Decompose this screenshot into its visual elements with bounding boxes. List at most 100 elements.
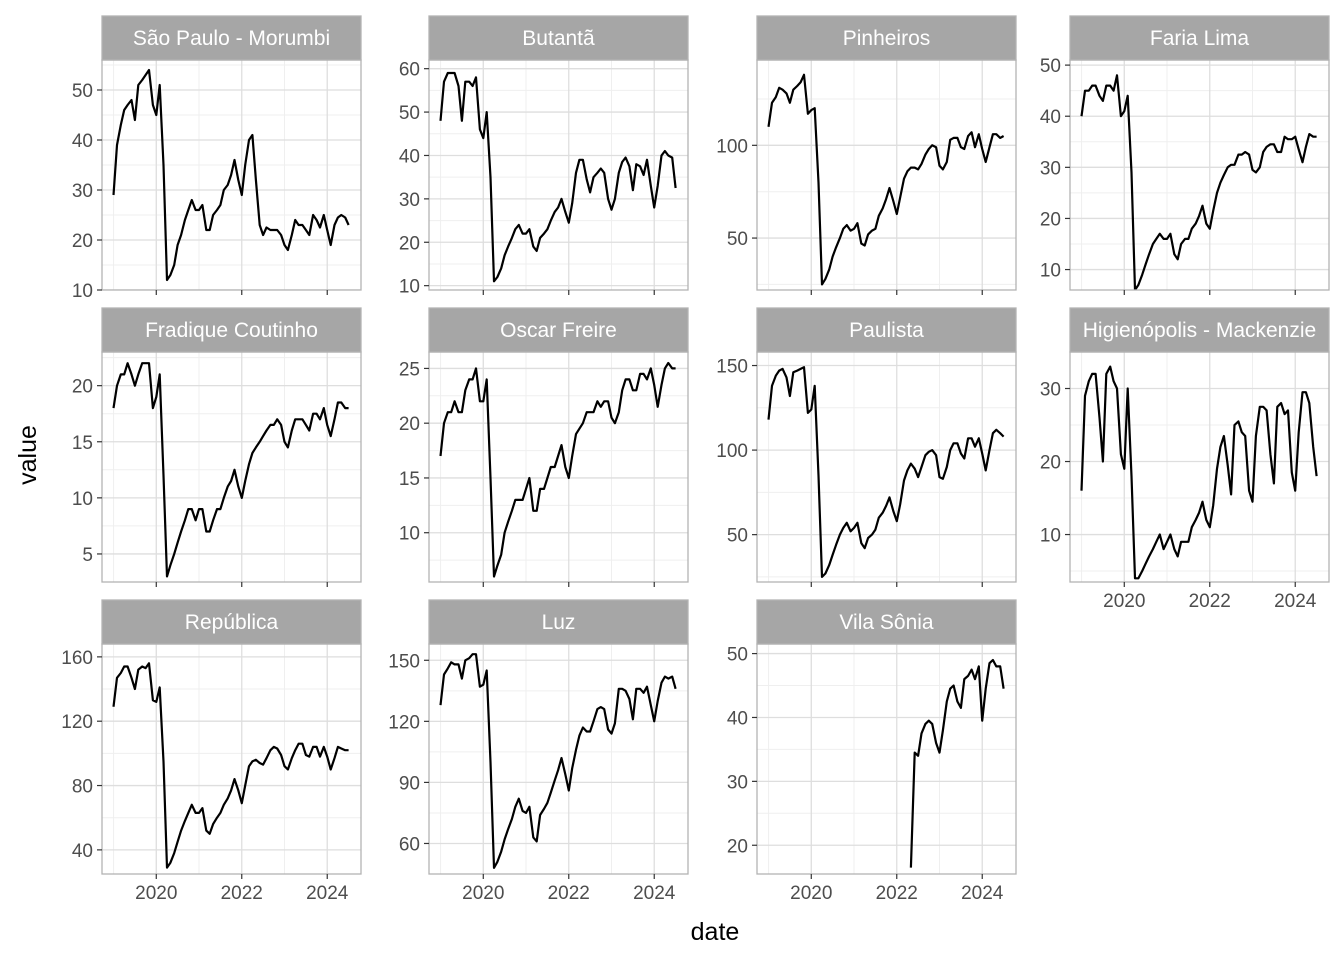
facet-strip: [428, 307, 689, 353]
y-tick-label: 50: [72, 81, 93, 102]
y-tick-label: 120: [388, 712, 420, 733]
y-tick-label: 10: [1040, 261, 1061, 282]
facet-strip: [428, 15, 689, 61]
facet-strip-label: Vila Sônia: [839, 611, 934, 634]
series-line-luz: [439, 653, 677, 870]
y-tick-label: 50: [727, 229, 748, 250]
gridlines: [757, 352, 1016, 582]
panel-higienopolis-mackenzie: Higienópolis - Mackenzie 10 20 30 2020 2022 20…: [1040, 307, 1330, 612]
y-tick-label: 60: [399, 834, 420, 855]
x-tick-label: 2022: [876, 883, 918, 904]
facet-strip-label: São Paulo - Morumbi: [133, 27, 330, 50]
y-tick-label: 30: [399, 190, 420, 211]
facet-strip: [101, 307, 362, 353]
series-line-sao-paulo-morumbi: [112, 68, 350, 282]
y-tick-label: 30: [1040, 380, 1061, 401]
series-line-pinheiros: [767, 73, 1005, 286]
panel-butanta: Butantã 10 20 30 40 50 60: [399, 15, 689, 298]
y-tick-label: 20: [399, 233, 420, 254]
gridlines: [757, 60, 1016, 290]
x-tick-label: 2024: [633, 883, 676, 904]
panel-sao-paulo-morumbi: São Paulo - Morumbi 10 20 30 40 50: [72, 15, 362, 302]
y-tick-label: 50: [727, 645, 748, 666]
panel-background: [757, 352, 1016, 582]
y-tick-label: 50: [399, 103, 420, 124]
facet-strip: [756, 599, 1017, 645]
x-tick-label: 2020: [1103, 591, 1145, 612]
gridlines: [429, 352, 688, 582]
panel-paulista: Paulista 50 100 150: [716, 307, 1017, 587]
panel-vila-sonia: Vila Sônia 20 30 40 50 2020 2022 2024: [727, 599, 1017, 904]
facet-strip-label: Paulista: [849, 319, 924, 342]
y-tick-label: 30: [727, 772, 748, 793]
y-tick-label: 40: [727, 708, 748, 729]
facet-strip: [101, 15, 362, 61]
y-tick-label: 20: [72, 231, 93, 252]
y-tick-label: 100: [716, 441, 748, 462]
y-tick-label: 10: [72, 281, 93, 302]
y-tick-label: 50: [1040, 56, 1061, 77]
series-line-higienopolis-mackenzie: [1080, 365, 1318, 580]
y-tick-label: 20: [1040, 209, 1061, 230]
y-tick-label: 30: [72, 181, 93, 202]
facet-strip: [756, 307, 1017, 353]
y-tick-label: 15: [72, 433, 93, 454]
gridlines: [429, 60, 688, 290]
x-tick-label: 2020: [790, 883, 832, 904]
facet-strip-label: Higienópolis - Mackenzie: [1083, 319, 1316, 342]
y-tick-label: 30: [1040, 158, 1061, 179]
panel-pinheiros: Pinheiros 50 100: [716, 15, 1017, 295]
x-axis-title: date: [691, 918, 740, 946]
panel-background: [429, 352, 688, 582]
facet-strip-label: Fradique Coutinho: [145, 319, 318, 342]
panels-layer: São Paulo - Morumbi 10 20 30 40 50 Butantã 10 20…: [61, 15, 1330, 904]
facet-strip: [1069, 15, 1330, 61]
y-tick-label: 10: [1040, 526, 1061, 547]
y-tick-label: 40: [399, 146, 420, 167]
y-tick-label: 50: [727, 526, 748, 547]
panel-republica: República 40 80 120 160 2020 2022 2024: [61, 599, 362, 904]
panel-background: [102, 644, 361, 874]
y-tick-label: 120: [61, 712, 93, 733]
y-tick-label: 5: [82, 545, 93, 566]
x-tick-label: 2022: [1189, 591, 1231, 612]
series-line-republica: [112, 662, 349, 869]
series-line-paulista: [767, 366, 1005, 579]
y-tick-label: 20: [399, 414, 420, 435]
y-tick-label: 20: [72, 377, 93, 398]
y-tick-label: 60: [399, 60, 420, 81]
gridlines: [102, 352, 361, 582]
facet-strip: [1069, 307, 1330, 353]
y-tick-label: 20: [1040, 453, 1061, 474]
x-tick-label: 2022: [221, 883, 263, 904]
y-tick-label: 150: [716, 357, 748, 378]
series-line-oscar-freire: [439, 361, 676, 578]
x-tick-label: 2024: [306, 883, 349, 904]
panel-background: [429, 60, 688, 290]
panel-oscar-freire: Oscar Freire 10 15 20 25: [399, 307, 689, 587]
y-tick-label: 100: [716, 136, 748, 157]
x-tick-label: 2024: [961, 883, 1004, 904]
y-tick-label: 10: [399, 524, 420, 545]
gridlines: [429, 644, 688, 874]
facet-strip-label: Luz: [542, 611, 576, 634]
facet-strip-label: República: [185, 611, 279, 634]
facet-strip: [756, 15, 1017, 61]
panel-background: [1070, 352, 1329, 582]
series-line-butanta: [439, 71, 677, 283]
facet-strip-label: Oscar Freire: [500, 319, 617, 342]
x-tick-label: 2020: [462, 883, 504, 904]
panel-background: [757, 60, 1016, 290]
y-tick-label: 80: [72, 777, 93, 798]
y-tick-label: 25: [399, 359, 420, 380]
y-tick-label: 150: [388, 651, 420, 672]
y-tick-label: 10: [399, 277, 420, 298]
facet-strip: [101, 599, 362, 645]
gridlines: [102, 60, 361, 290]
series-line-faria-lima: [1080, 74, 1317, 290]
panel-background: [757, 644, 1016, 874]
y-tick-label: 10: [72, 489, 93, 510]
panel-luz: Luz 60 90 120 150 2020 2022 2024: [388, 599, 689, 904]
panel-fradique-coutinho: Fradique Coutinho 5 10 15 20: [72, 307, 362, 587]
